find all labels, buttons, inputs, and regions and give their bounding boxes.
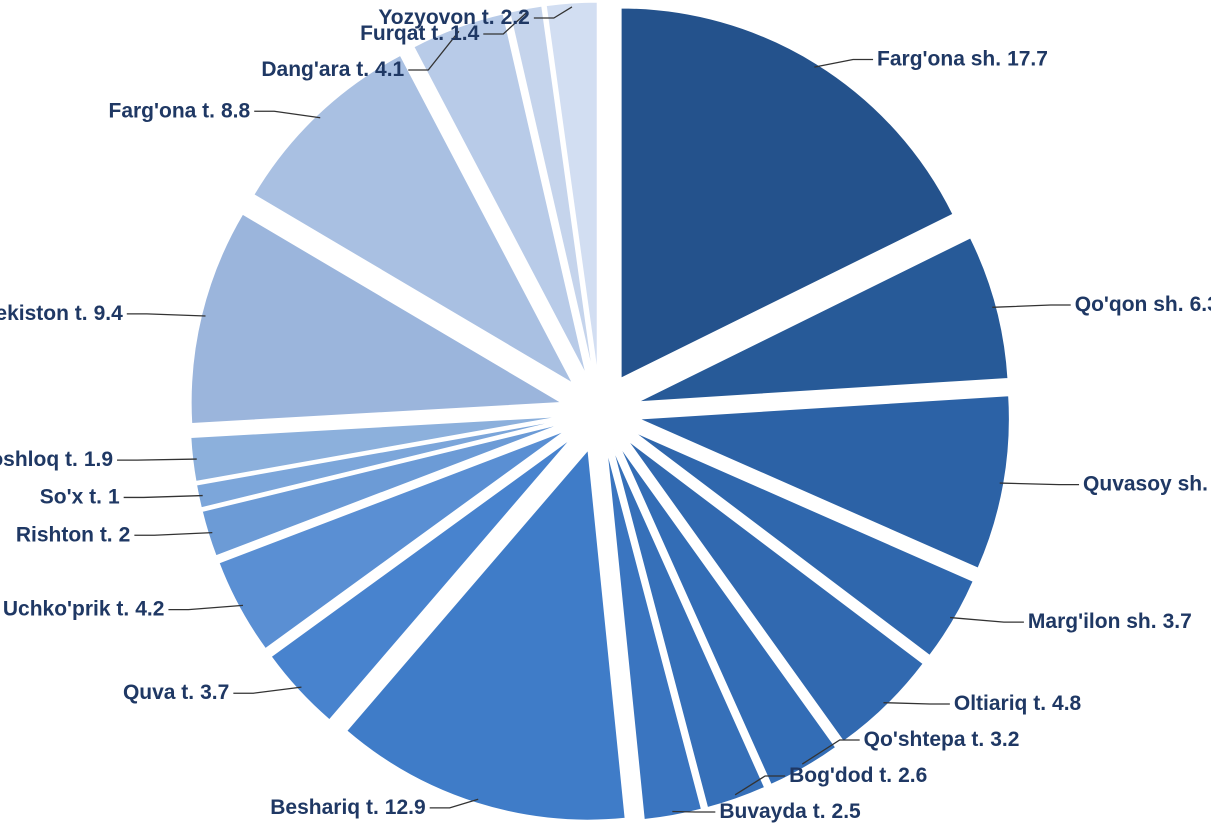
slice [509,5,594,373]
leader-line [168,604,244,611]
data-label: Qo'qon sh. 6.3 [1075,293,1211,316]
label-category: Buvayda t. [719,800,825,823]
leader-line [408,30,460,71]
slice [612,449,766,809]
slice [346,448,626,821]
label-category: Quva t. [123,681,194,704]
leader-line [429,798,479,809]
label-category: Beshariq t. [270,795,379,818]
label-value: 1.9 [84,448,113,471]
leader-line [117,458,197,461]
slice [413,13,587,375]
data-label: Farg'ona sh. 17.7 [877,47,1048,70]
data-label: Marg'ilon sh. 3.7 [1028,610,1192,633]
labels: Farg'ona sh. 17.7 Qo'qon sh. 6.3 Quvasoy sh.… [0,6,1211,823]
leader-line [883,702,950,705]
label-category: So'x t. [40,485,102,508]
data-label: Uchko'prik t. 4.2 [3,597,165,620]
label-value: 4.1 [375,58,405,81]
data-label: Quvasoy sh.7.6 [1083,472,1211,495]
slice [619,446,837,786]
leader-line [126,313,206,317]
data-label: Buvayda t. 2.5 [719,800,861,823]
data-label: Bog'dod t. 2.6 [789,764,927,787]
label-category: Qo'qon sh. [1075,293,1184,316]
slice [638,237,1009,403]
label-value: 9.4 [94,301,124,324]
leader-line [801,739,860,765]
data-label: Yozyovon t. 2.2 [378,6,529,29]
data-label: Quva t. 3.7 [123,681,229,704]
slice [627,440,924,743]
label-category: Farg'ona sh. [877,47,1001,70]
label-category: Oltiariq t. [954,692,1046,715]
label-category: Uchko'prik t. [3,597,129,620]
slice [545,1,598,373]
leader-line [814,58,874,68]
label-value: 1 [108,485,120,508]
label-category: Dang'ara t. [261,58,369,81]
label-value: 3.2 [990,728,1019,751]
leader-line [134,531,213,536]
slice [634,431,974,657]
label-category: Furqat t. [360,22,444,45]
leader-line [533,6,573,19]
label-value: 4.2 [135,597,164,620]
label-category: Farg'ona t. [109,99,216,122]
slice [253,54,574,385]
leader-line [950,616,1024,623]
slice [195,419,561,509]
label-value: 12.9 [385,795,426,818]
slice [620,7,954,379]
label-category: Toshloq t. [0,448,78,471]
data-label: Beshariq t. 12.9 [270,795,425,818]
slice [190,213,563,424]
label-category: Qo'shtepa t. [864,728,985,751]
data-label: Dang'ara t. 4.1 [261,58,404,81]
slices [190,1,1010,821]
label-value: 3.7 [1163,610,1192,633]
label-value: 2.5 [832,800,862,823]
label-value: 6.3 [1190,293,1211,316]
leader-line [254,110,321,119]
label-value: 2 [119,523,131,546]
slice [201,423,562,557]
data-label: Farg'ona t. 8.8 [109,99,251,122]
label-value: 3.7 [200,681,229,704]
data-label: Qo'shtepa t. 3.2 [864,728,1020,751]
slice [606,451,703,821]
leader-line [734,775,786,796]
label-category: Yozyovon t. [378,6,494,29]
label-value: 17.7 [1007,47,1048,70]
label-category: Bog'dod t. [789,764,892,787]
data-label: So'x t. 1 [40,485,120,508]
slice [270,438,571,721]
label-category: Quvasoy sh. [1083,472,1208,495]
data-label: Furqat t. 1.4 [360,22,480,45]
label-category: Marg'ilon sh. [1028,610,1157,633]
label-category: Rishton t. [16,523,113,546]
data-label: Rishton t. 2 [16,523,131,546]
leader-line [483,12,527,35]
label-value: 4.8 [1052,692,1082,715]
leader-line [233,686,302,694]
slice [218,430,566,650]
leader-line [123,494,203,499]
leader-line [992,304,1071,308]
label-category: O'zbekiston t. [0,301,88,324]
label-value: 2.6 [898,764,927,787]
label-value: 2.2 [501,6,530,29]
leader-line [999,482,1080,486]
data-label: O'zbekiston t. 9.4 [0,301,123,324]
data-label: Oltiariq t. 4.8 [954,692,1082,715]
data-label: Toshloq t. 1.9 [0,448,113,471]
label-value: 1.4 [450,22,480,45]
label-value: 8.8 [221,99,251,122]
